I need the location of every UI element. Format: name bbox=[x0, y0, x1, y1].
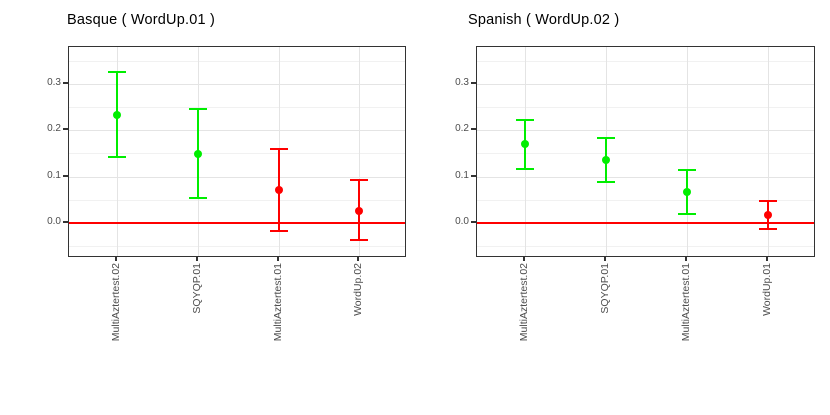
x-axis-tick bbox=[196, 257, 199, 261]
x-axis-tick bbox=[604, 257, 607, 261]
data-point-dot bbox=[683, 187, 692, 196]
y-tick-label: 0.1 bbox=[455, 169, 469, 181]
x-category-label: MultiAztertest.02 bbox=[518, 263, 531, 342]
x-axis-tick bbox=[523, 257, 526, 261]
gridline-minor bbox=[477, 245, 814, 247]
data-point-dot bbox=[521, 140, 530, 149]
y-tick-label: 0.1 bbox=[47, 169, 61, 181]
data-point-dot bbox=[274, 185, 283, 194]
y-axis-tick bbox=[471, 82, 476, 85]
gridline-major bbox=[477, 130, 814, 132]
chart-title-spanish: Spanish ( WordUp.02 ) bbox=[468, 12, 620, 28]
error-bar-cap-top bbox=[516, 118, 535, 121]
chart-basque: Basque ( WordUp.01 ) 0.0 0.1 0.2 0.3 MultiAz… bbox=[47, 12, 406, 342]
data-point-dot bbox=[112, 111, 121, 120]
y-axis-tick bbox=[471, 174, 476, 177]
y-tick-label: 0.2 bbox=[47, 123, 61, 135]
x-axis-tick bbox=[276, 257, 279, 261]
data-point-dot bbox=[763, 210, 772, 219]
x-category-label: SQYQP.01 bbox=[599, 263, 612, 314]
error-bar-cap-bottom bbox=[516, 168, 535, 171]
x-category-label: SQYQP.01 bbox=[191, 263, 204, 314]
gridline-minor bbox=[477, 60, 814, 62]
data-point-dot bbox=[194, 149, 203, 158]
gridline-vertical bbox=[687, 47, 688, 256]
y-tick-label: 0.2 bbox=[455, 123, 469, 135]
chart-title-basque: Basque ( WordUp.01 ) bbox=[67, 12, 215, 28]
gridline-minor bbox=[69, 245, 405, 247]
gridline-minor bbox=[69, 107, 405, 109]
y-axis-tick bbox=[471, 128, 476, 131]
y-axis-tick bbox=[63, 174, 68, 177]
gridline-vertical bbox=[768, 47, 769, 256]
data-point-dot bbox=[354, 206, 363, 215]
x-category-label: WordUp.02 bbox=[351, 263, 364, 316]
zero-reference-line bbox=[69, 221, 405, 224]
error-bar-cap-bottom bbox=[597, 181, 616, 184]
error-bar-cap-top bbox=[189, 108, 208, 111]
gridline-major bbox=[477, 84, 814, 86]
y-axis-tick bbox=[63, 220, 68, 223]
error-bar-cap-top bbox=[597, 136, 616, 139]
y-axis-tick bbox=[471, 220, 476, 223]
x-category-label: WordUp.01 bbox=[760, 263, 773, 316]
error-bar-cap-bottom bbox=[349, 238, 368, 241]
y-tick-label: 0.0 bbox=[455, 215, 469, 227]
plot-panel-spanish bbox=[476, 46, 815, 257]
plot-panel-basque bbox=[68, 46, 406, 257]
x-axis-tick bbox=[765, 257, 768, 261]
gridline-major bbox=[477, 176, 814, 178]
gridline-minor bbox=[477, 199, 814, 201]
gridline-minor bbox=[69, 153, 405, 155]
error-bar-cap-top bbox=[269, 147, 288, 150]
y-axis-tick bbox=[63, 82, 68, 85]
gridline-minor bbox=[477, 107, 814, 109]
error-bar-cap-bottom bbox=[189, 196, 208, 199]
error-bar-cap-bottom bbox=[758, 228, 777, 231]
chart-spanish: Spanish ( WordUp.02 ) 0.0 0.1 0.2 0.3 MultiA… bbox=[415, 0, 830, 415]
error-bar-cap-top bbox=[758, 199, 777, 202]
x-category-label: MultiAztertest.01 bbox=[271, 263, 284, 342]
gridline-vertical bbox=[359, 47, 360, 256]
x-category-label: MultiAztertest.01 bbox=[680, 263, 693, 342]
y-tick-label: 0.3 bbox=[455, 77, 469, 89]
error-bar-cap-bottom bbox=[107, 156, 126, 159]
gridline-minor bbox=[69, 199, 405, 201]
gridline-major bbox=[69, 84, 405, 86]
error-bar-cap-top bbox=[349, 179, 368, 182]
y-tick-label: 0.3 bbox=[47, 77, 61, 89]
gridline-major bbox=[69, 176, 405, 178]
error-bar-cap-bottom bbox=[269, 229, 288, 232]
y-axis-tick bbox=[63, 128, 68, 131]
x-category-label: MultiAztertest.02 bbox=[110, 263, 122, 342]
x-axis-tick bbox=[114, 257, 117, 261]
gridline-minor bbox=[69, 60, 405, 62]
error-bar-cap-top bbox=[107, 70, 126, 73]
error-bar-cap-bottom bbox=[678, 213, 697, 216]
zero-reference-line bbox=[477, 221, 814, 224]
x-axis-tick bbox=[685, 257, 688, 261]
gridline-major bbox=[69, 130, 405, 132]
error-bar-cap-top bbox=[678, 169, 697, 172]
data-point-dot bbox=[602, 155, 611, 164]
x-axis-tick bbox=[356, 257, 359, 261]
gridline-minor bbox=[477, 153, 814, 155]
y-tick-label: 0.0 bbox=[47, 215, 61, 227]
